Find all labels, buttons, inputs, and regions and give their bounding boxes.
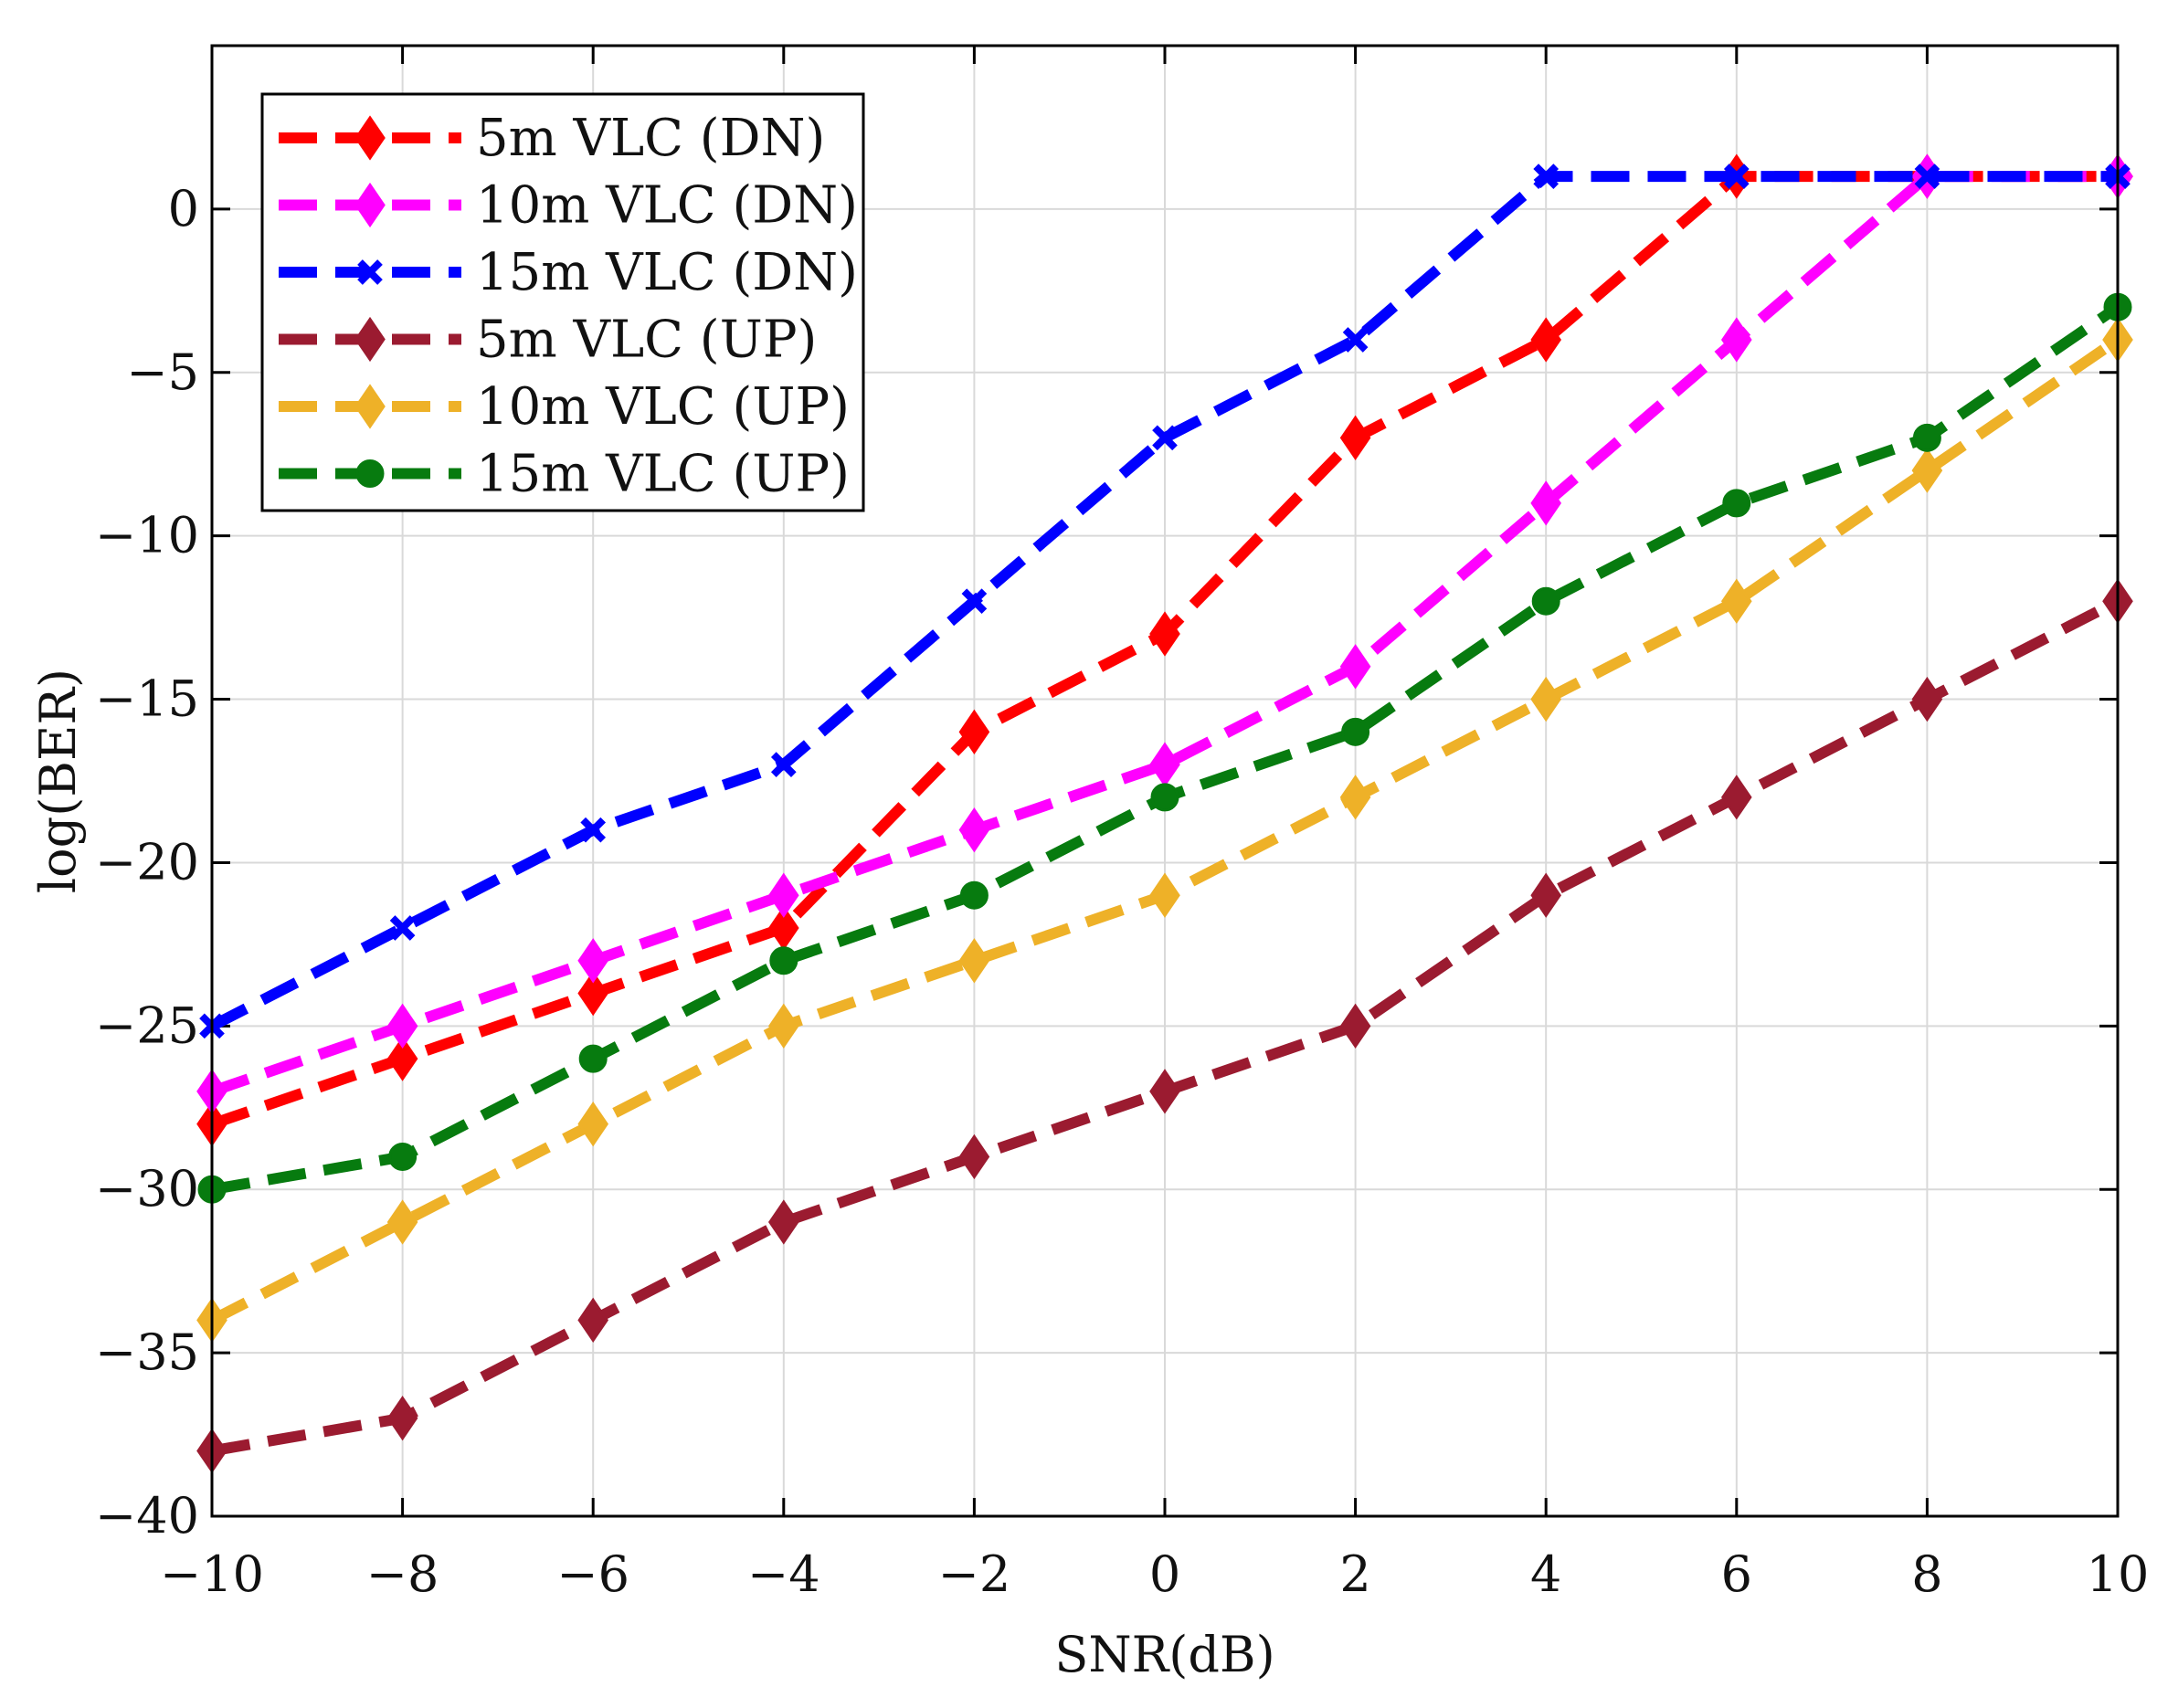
- data-point: [1339, 415, 1371, 460]
- legend-item-6: 15m VLC (UP): [279, 445, 850, 504]
- x-tick-label: 2: [1339, 1545, 1370, 1603]
- data-point: [767, 872, 799, 918]
- legend-marker: [354, 384, 386, 429]
- data-point: [577, 938, 609, 984]
- legend-marker: [357, 259, 383, 285]
- series-3: [199, 163, 2131, 1039]
- axes-frame: [210, 44, 2120, 1518]
- data-point: [1530, 676, 1562, 722]
- legend-box: [260, 92, 865, 512]
- data-point: [1912, 423, 1941, 452]
- data-point: [1911, 448, 1943, 493]
- y-tick-label: −30: [95, 1160, 199, 1218]
- x-tick-label: −2: [938, 1545, 1011, 1603]
- data-point: [769, 946, 798, 975]
- data-point: [386, 1036, 418, 1081]
- y-tick-label: −35: [95, 1323, 199, 1381]
- y-tick-label: −10: [95, 507, 199, 564]
- legend-item-2: 10m VLC (DN): [279, 176, 858, 236]
- data-point: [386, 1199, 418, 1245]
- y-tick-label: −40: [95, 1487, 199, 1545]
- data-point: [1530, 317, 1562, 363]
- x-tick-label: −10: [160, 1545, 264, 1603]
- data-point: [1152, 425, 1178, 451]
- data-point: [1341, 717, 1370, 746]
- legend-item-3: 15m VLC (DN): [279, 243, 858, 302]
- data-point: [958, 938, 990, 984]
- y-tick-label: 0: [168, 180, 199, 237]
- x-tick-label: −4: [747, 1545, 820, 1603]
- data-point: [577, 1297, 609, 1343]
- legend-label: 5m VLC (DN): [476, 109, 825, 168]
- x-tick-label: 8: [1911, 1545, 1942, 1603]
- data-point: [1720, 317, 1752, 363]
- x-tick-label: −8: [366, 1545, 439, 1603]
- legend-label: 10m VLC (UP): [476, 377, 850, 437]
- data-point: [1914, 163, 1940, 189]
- data-point: [770, 752, 797, 777]
- data-point: [389, 915, 416, 941]
- legend: 5m VLC (DN) 10m VLC (DN) 15m VLC (DN) 5m VL…: [260, 92, 865, 512]
- y-tick-label: −20: [95, 833, 199, 891]
- data-point: [386, 1003, 418, 1049]
- legend-item-4: 5m VLC (UP): [279, 311, 817, 370]
- x-axis-label: SNR(dB): [1054, 1626, 1274, 1683]
- data-point: [1339, 1003, 1371, 1049]
- legend-marker: [354, 182, 386, 228]
- series-6: [197, 292, 2132, 1204]
- data-point: [767, 1199, 799, 1245]
- data-point: [1530, 872, 1562, 918]
- legend-marker: [355, 459, 385, 488]
- data-point: [1723, 163, 1750, 189]
- legend-marker: [354, 316, 386, 363]
- data-point: [1149, 872, 1180, 918]
- data-point: [1339, 644, 1371, 690]
- x-tick-label: 4: [1530, 1545, 1561, 1603]
- legend-label: 5m VLC (UP): [476, 311, 817, 370]
- y-axis-label: log(BER): [29, 669, 87, 893]
- data-point: [767, 1003, 799, 1049]
- data-point: [1342, 327, 1369, 353]
- data-point: [580, 817, 607, 843]
- x-tick-label: 10: [2087, 1545, 2150, 1603]
- data-point: [1149, 611, 1180, 657]
- data-point: [386, 1396, 418, 1441]
- data-point: [578, 1044, 608, 1073]
- legend-item-5: 10m VLC (UP): [279, 377, 850, 437]
- legend-item-1: 5m VLC (DN): [279, 109, 825, 168]
- x-tick-label: 6: [1721, 1545, 1752, 1603]
- y-tick-label: −25: [95, 996, 199, 1054]
- data-point: [958, 709, 990, 754]
- x-tick-label: 0: [1149, 1545, 1180, 1603]
- series-5: [196, 317, 2133, 1343]
- data-point: [959, 880, 989, 910]
- data-point: [388, 1142, 418, 1171]
- data-point: [1722, 489, 1751, 518]
- data-point: [958, 807, 990, 853]
- data-point: [577, 1102, 609, 1147]
- data-point: [1530, 480, 1562, 526]
- y-tick-label: −15: [95, 670, 199, 728]
- legend-label: 10m VLC (DN): [476, 176, 858, 236]
- legend-marker: [354, 115, 386, 161]
- data-point: [1911, 676, 1943, 722]
- series-line: [209, 171, 2118, 1031]
- legend-label: 15m VLC (UP): [476, 445, 850, 504]
- data-point: [1149, 1069, 1180, 1114]
- axis-ticks: −10 −8 −6 −4 −2 0 2 4 6 8 100−5−10−15−20−25−30−35−…: [95, 46, 2149, 1603]
- data-point: [1339, 775, 1371, 820]
- y-tick-label: −5: [126, 343, 199, 401]
- data-point: [1533, 163, 1560, 189]
- data-point: [1720, 775, 1752, 820]
- data-point: [577, 970, 609, 1017]
- legend-label: 15m VLC (DN): [476, 243, 858, 302]
- data-point: [1150, 783, 1179, 812]
- data-point: [1531, 586, 1560, 616]
- data-point: [958, 1133, 990, 1180]
- x-tick-label: −6: [556, 1545, 629, 1603]
- data-point: [961, 588, 988, 615]
- data-point: [1720, 578, 1752, 624]
